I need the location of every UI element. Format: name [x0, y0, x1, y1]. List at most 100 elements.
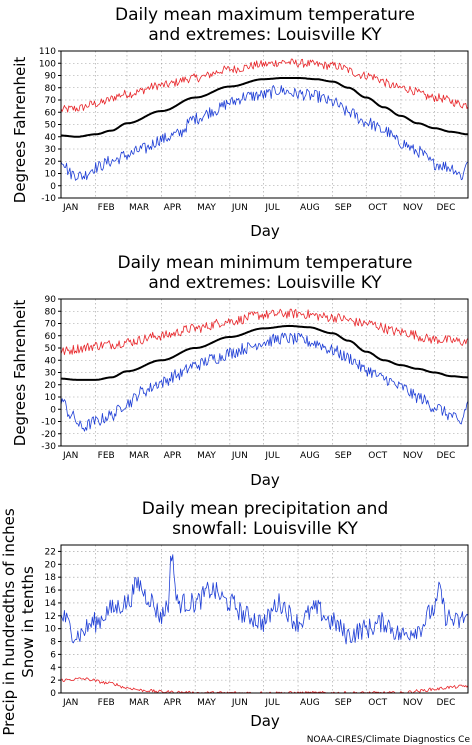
y-axis-label-line-2: Snow in tenths	[19, 566, 37, 678]
y-tick-label: 6	[50, 650, 56, 660]
x-tick-label: MAR	[129, 698, 149, 708]
y-tick-label: 90	[45, 295, 57, 305]
x-tick-label: SEP	[335, 203, 352, 213]
series-line-1	[61, 77, 468, 138]
y-tick-label: 30	[45, 369, 57, 379]
y-tick-label: -20	[41, 430, 56, 440]
max-temperature-chart: Daily mean maximum temperature and extre…	[11, 5, 469, 240]
series-line-0	[60, 554, 469, 645]
credit-text: NOAA-CIRES/Climate Diagnostics Ce	[307, 735, 471, 745]
y-tick-label: 110	[39, 47, 56, 57]
y-tick-label: 0	[50, 405, 56, 415]
y-tick-label: 10	[45, 625, 57, 635]
x-tick-label: JUN	[231, 203, 248, 213]
y-tick-label: 20	[45, 157, 57, 167]
chart-title-line-1: Daily mean maximum temperature	[115, 5, 415, 25]
x-tick-label: APR	[164, 451, 182, 461]
y-tick-label: 8	[50, 638, 56, 648]
x-tick-label: SEP	[335, 451, 352, 461]
y-tick-label: 4	[50, 663, 56, 673]
plot-frame	[60, 544, 469, 694]
chart-title-line-2: snowfall: Louisville KY	[172, 519, 358, 539]
x-axis-label: Day	[250, 712, 280, 730]
chart-title-line-2: and extremes: Louisville KY	[148, 273, 382, 293]
x-tick-label: JAN	[62, 698, 78, 708]
y-tick-label: 50	[45, 121, 57, 131]
y-tick-label: 30	[45, 145, 57, 155]
y-tick-label: 60	[45, 332, 57, 342]
series-line-0	[60, 308, 469, 356]
x-axis-label: Day	[250, 222, 280, 240]
y-tick-label: 0	[50, 182, 56, 192]
precipitation-chart: Daily mean precipitation and snowfall: L…	[0, 499, 469, 736]
x-tick-label: JUL	[264, 203, 279, 213]
y-tick-label: 18	[45, 573, 57, 583]
x-tick-label: OCT	[368, 451, 387, 461]
series-line-0	[60, 58, 469, 113]
plot-area: JAN FEB MAR APR MAY JUN JUL AUG SEP OCT NOV DEC -30 -…	[41, 295, 469, 461]
plot-area: JAN FEB MAR APR MAY JUN JUL AUG SEP OCT NOV DEC 0 2 4 6…	[45, 544, 469, 708]
y-tick-label: 100	[39, 59, 56, 69]
x-tick-label: APR	[164, 203, 182, 213]
x-tick-label: JUN	[231, 698, 248, 708]
plot-area: JAN FEB MAR APR MAY JUN JUL AUG SEP OCT NOV DEC -10 0…	[39, 47, 469, 213]
x-tick-label: DEC	[436, 451, 455, 461]
x-tick-label: MAY	[197, 203, 216, 213]
x-tick-label: SEP	[335, 698, 352, 708]
y-tick-label: 14	[45, 599, 57, 609]
plot-frame	[60, 298, 469, 447]
x-tick-label: MAY	[197, 451, 216, 461]
y-tick-label: 80	[45, 84, 57, 94]
x-tick-label: NOV	[403, 451, 424, 461]
x-tick-label: NOV	[403, 698, 424, 708]
y-tick-label: 60	[45, 108, 57, 118]
y-tick-label: -10	[41, 418, 56, 428]
y-axis-label-line-1: Precip in hundredths of inches	[0, 508, 18, 735]
y-tick-label: 2	[50, 676, 56, 686]
x-tick-label: NOV	[403, 203, 424, 213]
series-line-1	[61, 324, 468, 381]
y-tick-label: 10	[45, 170, 57, 180]
y-tick-label: 10	[45, 393, 57, 403]
x-tick-label: APR	[164, 698, 182, 708]
series-line-2	[60, 332, 469, 432]
x-tick-label: JUN	[231, 451, 248, 461]
y-tick-label: 40	[45, 356, 57, 366]
x-tick-label: JUL	[264, 698, 279, 708]
y-tick-label: 20	[45, 560, 57, 570]
y-tick-label: 80	[45, 307, 57, 317]
chart-title-line-1: Daily mean precipitation and	[142, 499, 389, 519]
y-tick-label: 12	[45, 612, 56, 622]
chart-title-line-2: and extremes: Louisville KY	[148, 25, 382, 45]
y-tick-label: -10	[41, 194, 56, 204]
y-tick-label: 40	[45, 133, 57, 143]
x-tick-label: OCT	[368, 203, 387, 213]
y-tick-label: -30	[41, 442, 56, 452]
chart-title-line-1: Daily mean minimum temperature	[118, 253, 413, 273]
x-tick-label: DEC	[436, 203, 455, 213]
y-axis-label: Degrees Fahrenheit	[11, 57, 29, 204]
x-tick-label: AUG	[300, 698, 320, 708]
y-tick-label: 0	[50, 689, 56, 699]
x-tick-label: MAR	[129, 451, 149, 461]
x-tick-label: MAR	[129, 203, 149, 213]
y-axis-label: Degrees Fahrenheit	[11, 300, 29, 447]
min-temperature-chart: Daily mean minimum temperature and extre…	[11, 253, 469, 489]
x-tick-label: FEB	[98, 698, 115, 708]
x-tick-label: DEC	[436, 698, 455, 708]
x-tick-label: MAY	[197, 698, 216, 708]
y-tick-label: 22	[45, 547, 56, 557]
x-tick-label: AUG	[300, 203, 320, 213]
y-tick-label: 70	[45, 320, 57, 330]
y-tick-label: 90	[45, 72, 57, 82]
x-tick-label: OCT	[368, 698, 387, 708]
y-tick-label: 16	[45, 586, 57, 596]
x-tick-label: FEB	[98, 451, 115, 461]
x-tick-label: JAN	[62, 203, 78, 213]
x-tick-label: JAN	[62, 451, 78, 461]
x-axis-label: Day	[250, 471, 280, 489]
x-tick-label: JUL	[264, 451, 279, 461]
series-line-2	[60, 85, 469, 181]
x-tick-label: FEB	[98, 203, 115, 213]
